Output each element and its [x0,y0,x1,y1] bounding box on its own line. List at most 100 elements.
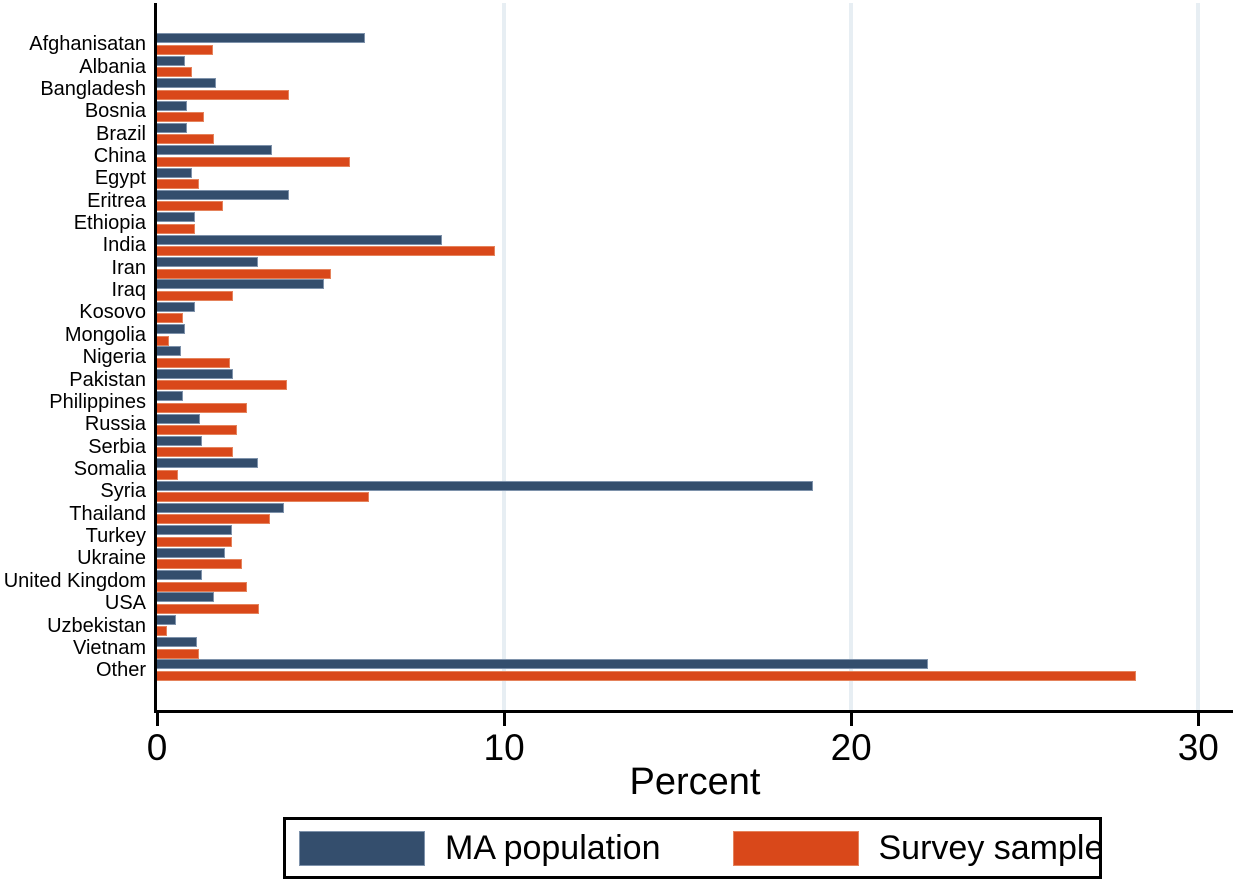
legend: MA population Survey sample [283,817,1104,879]
bar-survey-sample [157,89,289,100]
category-label: India [102,234,146,257]
category-label: Turkey [85,525,146,548]
category-row [157,480,1233,503]
bar-survey-sample [157,201,223,212]
category-label: Nigeria [82,346,146,369]
x-axis-line [154,710,1233,713]
bar-ma-population [157,145,272,156]
category-label: China [93,144,146,167]
bar-survey-sample [157,156,350,167]
category-row [157,637,1233,659]
bar-ma-population [157,637,197,648]
category-label: Uzbekistan [47,614,146,637]
gridline-10 [502,3,507,710]
bar-ma-population [157,614,177,625]
x-tick-0 [155,712,159,726]
bar-survey-sample [157,290,234,301]
x-tick-10 [502,712,506,726]
category-row [157,614,1233,637]
bar-ma-population [157,189,289,200]
category-row [157,435,1233,458]
bar-ma-population [157,480,813,491]
category-axis-labels: Afghanisatan Albania Bangladesh Bosnia Brazi… [0,3,146,681]
category-row [157,391,1233,413]
category-label: USA [104,592,146,615]
category-label: Syria [100,480,146,503]
category-label: Serbia [88,435,146,458]
category-row [157,78,1233,100]
bar-ma-population [157,570,203,581]
bar-survey-sample [157,134,215,145]
x-tick-label-10: 10 [483,727,525,768]
category-label: Philippines [49,390,146,413]
bar-ma-population [157,55,185,66]
category-label: Kosovo [79,301,146,324]
category-row [157,212,1233,234]
category-label: Brazil [95,122,146,145]
category-row [157,458,1233,480]
x-tick-label-20: 20 [830,727,872,768]
category-row [157,145,1233,167]
category-row [157,167,1233,190]
bar-ma-population [157,301,196,312]
category-label: Pakistan [69,368,146,391]
category-row [157,592,1233,614]
category-label: Thailand [69,502,146,525]
category-row [157,122,1233,145]
legend-label-survey-sample: Survey sample [878,829,1104,867]
category-row [157,55,1233,78]
bar-survey-sample [157,44,213,55]
category-row [157,547,1233,570]
bar-survey-sample [157,648,199,659]
bar-survey-sample [157,626,168,637]
category-label: Afghanisatan [29,33,146,56]
plot-area [157,3,1233,710]
category-label: Bosnia [84,100,146,123]
bar-ma-population [157,368,234,379]
bar-ma-population [157,122,187,133]
bar-ma-population [157,279,324,290]
category-row [157,279,1233,301]
bar-ma-population [157,502,284,513]
bar-survey-sample [157,603,260,614]
bar-survey-sample [157,492,369,503]
category-label: Bangladesh [40,77,146,100]
category-label: United Kingdom [3,569,146,592]
x-tick-30 [1196,712,1200,726]
bar-survey-sample [157,514,270,525]
bar-ma-population [157,167,192,178]
bar-survey-sample [157,223,196,234]
bar-ma-population [157,391,184,402]
bar-survey-sample [157,313,184,324]
category-row [157,189,1233,212]
category-row [157,659,1233,681]
category-row [157,368,1233,391]
category-row [157,234,1233,257]
x-axis-title: Percent [629,761,761,803]
bar-survey-sample [157,469,178,480]
category-label: Ethiopia [73,212,146,235]
bar-ma-population [157,659,928,670]
category-row [157,33,1233,55]
bar-survey-sample [157,425,237,436]
category-row [157,346,1233,368]
category-label: Iran [111,256,146,279]
category-label: Iraq [111,279,146,302]
bar-survey-sample [157,268,331,279]
bar-ma-population [157,458,258,469]
legend-swatch-ma-population [299,830,425,866]
bar-ma-population [157,234,442,245]
category-row [157,502,1233,525]
bar-ma-population [157,257,258,268]
bar-survey-sample [157,380,288,391]
category-label: Other [95,659,146,682]
bar-survey-sample [157,67,192,78]
bar-survey-sample [157,112,204,122]
bar-ma-population [157,33,366,44]
bar-ma-population [157,413,201,424]
bar-ma-population [157,525,232,536]
category-label: Somalia [73,458,146,480]
bar-survey-sample [157,536,232,547]
x-tick-20 [849,712,853,726]
category-row [157,257,1233,279]
